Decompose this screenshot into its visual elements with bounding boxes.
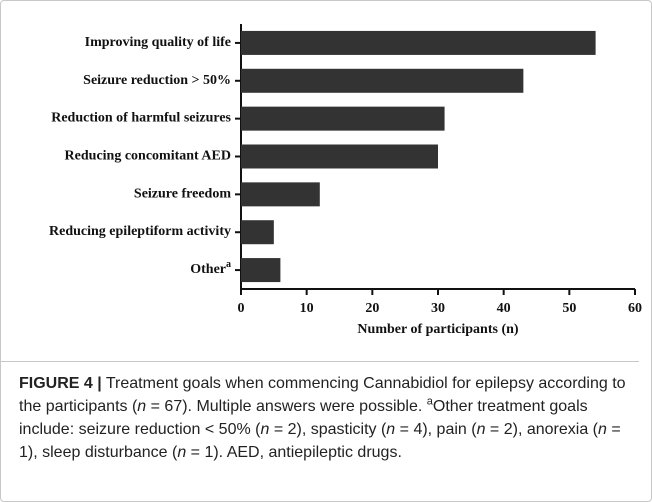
caption-text: = 67). Multiple answers were possible. <box>146 398 427 415</box>
bar <box>241 106 445 131</box>
category-superscript: a <box>226 259 231 270</box>
bar <box>241 220 274 245</box>
caption-text: n <box>177 444 187 461</box>
category-text: Reducing epileptiform activity <box>49 224 231 239</box>
y-tick-label: Reducing concomitant AED <box>65 149 231 164</box>
x-tick-label: 0 <box>238 301 245 316</box>
chart: Number of participants (n) 0 10 20 30 40 50 60… <box>49 24 642 337</box>
caption-text: n <box>260 421 270 438</box>
caption-text: = 4), pain ( <box>395 421 477 438</box>
x-tick-label: 10 <box>300 301 314 316</box>
caption-text: n <box>476 421 486 438</box>
caption-text: = 2), spasticity ( <box>269 421 387 438</box>
x-tick-label: 20 <box>365 301 379 316</box>
y-tick-label: Reduction of harmful seizures <box>51 111 231 126</box>
category-text: Seizure reduction > 50% <box>83 73 231 88</box>
x-axis-title: Number of participants (n) <box>357 322 518 337</box>
caption-text: Treatment goals when commencing Cannabid… <box>19 375 626 415</box>
caption-text: n <box>597 421 607 438</box>
bar <box>241 68 524 93</box>
caption-text: a <box>426 395 433 408</box>
bar <box>241 182 320 207</box>
category-text: Seizure freedom <box>134 187 231 202</box>
y-tick-label: Seizure freedom <box>134 187 231 202</box>
bar <box>241 30 596 55</box>
caption-text: Other treatment goals include: seizure r… <box>19 398 588 438</box>
caption-text: n <box>137 398 147 415</box>
caption-label: FIGURE 4 | <box>19 375 102 392</box>
category-text: Reducing concomitant AED <box>65 149 231 164</box>
y-tick-label: Reducing epileptiform activity <box>49 224 231 239</box>
y-tick-label: Improving quality of life <box>85 35 231 50</box>
x-tick-label: 30 <box>431 301 445 316</box>
bar <box>241 258 281 283</box>
y-tick-label: Seizure reduction > 50% <box>83 73 231 88</box>
category-text: Other <box>190 262 226 277</box>
category-text: Improving quality of life <box>85 35 231 50</box>
x-tick-label: 50 <box>562 301 576 316</box>
y-tick-label: Othera <box>190 259 231 277</box>
caption: FIGURE 4 | Treatment goals when commenci… <box>1 361 639 464</box>
x-tick-label: 40 <box>497 301 511 316</box>
caption-text: = 1), sleep disturbance ( <box>19 421 621 461</box>
bar <box>241 144 438 169</box>
x-tick-label: 60 <box>628 301 642 316</box>
caption-text: = 1). AED, antiepileptic drugs. <box>186 444 402 461</box>
caption-text: n <box>386 421 396 438</box>
category-text: Reduction of harmful seizures <box>51 111 231 126</box>
caption-text: = 2), anorexia ( <box>485 421 598 438</box>
